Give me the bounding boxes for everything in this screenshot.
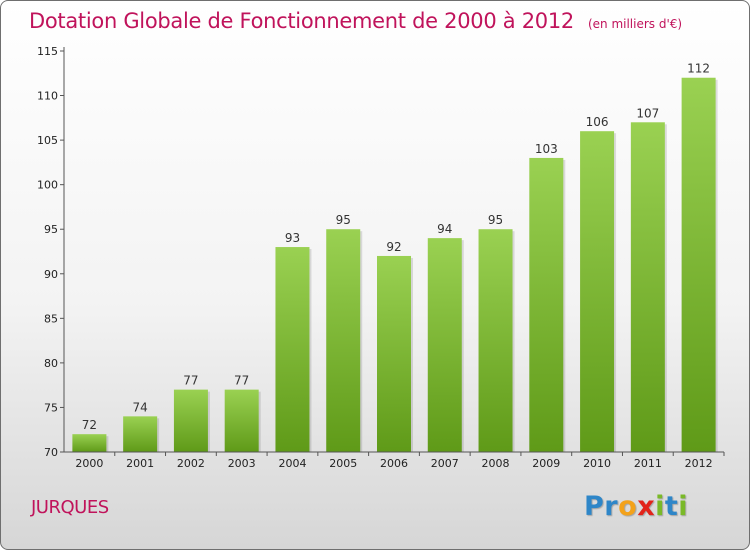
data-label: 77 <box>234 374 249 388</box>
x-tick-label: 2011 <box>634 457 662 470</box>
logo-letter: t <box>664 491 679 522</box>
data-label: 72 <box>82 418 97 432</box>
data-label: 92 <box>386 240 401 254</box>
bar <box>681 77 716 452</box>
logo-letter: r <box>604 491 619 522</box>
logo-letter: o <box>618 491 638 522</box>
x-tick-label: 2002 <box>177 457 205 470</box>
y-tick-label: 75 <box>44 401 58 414</box>
bar <box>630 122 665 453</box>
y-tick-label: 115 <box>37 45 58 58</box>
y-tick-label: 85 <box>44 312 58 325</box>
logo-letter: i <box>678 491 689 522</box>
x-tick-label: 2003 <box>228 457 256 470</box>
data-label: 107 <box>636 106 659 120</box>
x-tick-label: 2007 <box>431 457 459 470</box>
logo-letter: x <box>637 491 656 522</box>
bar <box>580 131 615 452</box>
bar <box>275 247 310 452</box>
x-tick-label: 2009 <box>532 457 560 470</box>
x-tick-label: 2000 <box>75 457 103 470</box>
chart-unit-text: (en milliers d'€) <box>587 17 683 31</box>
data-label: 95 <box>336 213 351 227</box>
data-label: 77 <box>183 374 198 388</box>
logo-letter: P <box>584 491 605 522</box>
data-label: 103 <box>535 142 558 156</box>
bar <box>326 229 361 452</box>
y-tick-label: 90 <box>44 268 58 281</box>
data-label: 93 <box>285 231 300 245</box>
logo-letter: i <box>655 491 665 522</box>
bar <box>529 157 564 452</box>
y-tick-label: 110 <box>37 90 58 103</box>
x-tick-label: 2006 <box>380 457 408 470</box>
chart-title: Dotation Globale de Fonctionnement de 20… <box>29 9 682 33</box>
x-tick-label: 2004 <box>278 457 306 470</box>
chart-title-text: Dotation Globale de Fonctionnement de 20… <box>29 9 574 33</box>
x-tick-label: 2001 <box>126 457 154 470</box>
data-label: 94 <box>437 222 452 236</box>
proxiti-logo[interactable]: Proxiti <box>584 491 688 522</box>
bar <box>72 434 107 452</box>
y-tick-label: 70 <box>44 446 58 459</box>
data-label: 112 <box>687 62 710 76</box>
x-tick-label: 2008 <box>482 457 510 470</box>
bar <box>173 389 208 452</box>
x-tick-label: 2010 <box>583 457 611 470</box>
commune-name: JURQUES <box>31 497 109 518</box>
data-label: 106 <box>586 115 609 129</box>
x-tick-label: 2012 <box>685 457 713 470</box>
bar <box>224 389 259 452</box>
x-tick-label: 2005 <box>329 457 357 470</box>
data-label: 95 <box>488 213 503 227</box>
data-label: 74 <box>133 400 148 414</box>
bar <box>123 416 158 452</box>
y-tick-label: 80 <box>44 357 58 370</box>
bar <box>478 229 513 452</box>
bar <box>427 238 462 452</box>
y-tick-label: 95 <box>44 223 58 236</box>
bars-group: 72 74 77 77 93 95 92 94 95 103 106 107 112 <box>72 62 718 453</box>
bar <box>377 255 411 452</box>
y-tick-label: 100 <box>37 179 58 192</box>
y-tick-label: 105 <box>37 134 58 147</box>
axes-group: 2000 2001 2002 2003 2004 2005 2006 2007 2008 2009… <box>37 45 725 470</box>
